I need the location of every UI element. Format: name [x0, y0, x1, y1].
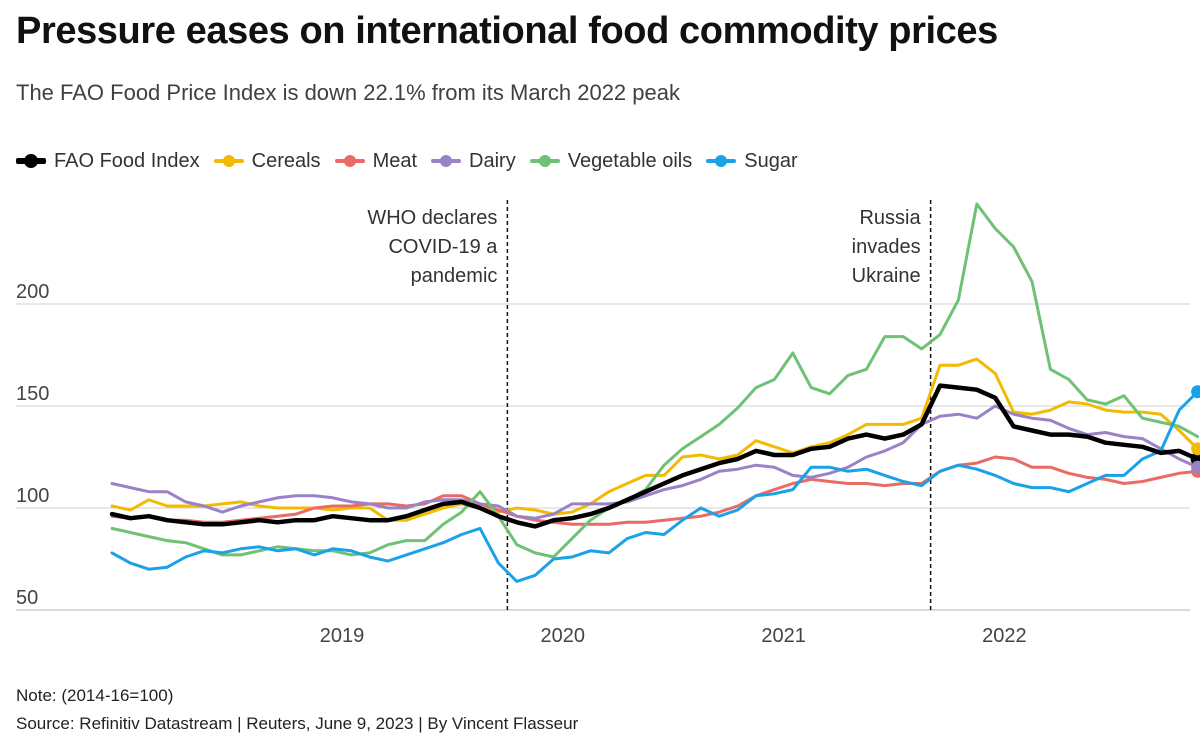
- legend-item-sugar: Sugar: [706, 149, 798, 173]
- annotation-label-line: Ukraine: [852, 265, 921, 287]
- legend-label-vegetable-oils: Vegetable oils: [567, 149, 693, 172]
- legend-swatch-fao-food-index: [16, 154, 46, 168]
- series-line-meat: [110, 455, 1200, 526]
- annotation-label-1: Russia invades Ukraine: [852, 207, 922, 287]
- legend-swatch-sugar: [706, 155, 737, 167]
- end-point-dairy: [1191, 460, 1200, 474]
- legend-label-meat: Meat: [372, 149, 418, 172]
- annotation-label-line: Russia: [859, 207, 921, 229]
- end-point-sugar: [1191, 385, 1200, 399]
- legend-item-vegetable-oils: Vegetable oils: [529, 149, 693, 173]
- y-tick-label-200: 200: [16, 281, 49, 303]
- y-tick-label-50: 50: [16, 587, 38, 609]
- annotation-label-line: pandemic: [411, 265, 498, 287]
- chart-title: Pressure eases on international food com…: [16, 10, 998, 52]
- series-line-fao-food-index: [109, 383, 1200, 529]
- x-tick-label-2021: 2021: [761, 625, 806, 647]
- annotation-label-line: COVID-19 a: [388, 236, 498, 258]
- x-tick-label-2022: 2022: [982, 625, 1027, 647]
- legend-item-meat: Meat: [334, 149, 418, 173]
- legend-swatch-vegetable-oils: [529, 155, 560, 167]
- legend-label-sugar: Sugar: [744, 149, 798, 172]
- annotation-label-line: WHO declares: [367, 207, 497, 229]
- legend: FAO Food Index Cereals Meat Dairy Vegetable …: [16, 146, 798, 176]
- legend-label-dairy: Dairy: [469, 149, 516, 172]
- chart-source: Source: Refinitiv Datastream | Reuters, …: [16, 714, 579, 733]
- legend-item-dairy: Dairy: [431, 150, 516, 173]
- series-line-sugar: [110, 390, 1200, 583]
- y-tick-label-150: 150: [16, 383, 49, 405]
- y-tick-label-100: 100: [16, 485, 49, 507]
- annotation-label-0: WHO declares COVID-19 a pandemic: [367, 207, 498, 287]
- line-chart: 5010015020020192020202120222023WHO decla…: [16, 200, 1200, 647]
- legend-swatch-dairy: [431, 155, 462, 167]
- end-point-cereals: [1191, 442, 1200, 456]
- legend-swatch-meat: [334, 155, 365, 167]
- legend-swatch-cereals: [213, 155, 244, 167]
- x-tick-label-2020: 2020: [541, 625, 586, 647]
- chart-subtitle: The FAO Food Price Index is down 22.1% f…: [16, 80, 680, 105]
- x-tick-label-2019: 2019: [320, 625, 365, 647]
- series-line-cereals: [110, 357, 1200, 522]
- series-line-dairy: [110, 404, 1200, 520]
- legend-item-cereals: Cereals: [213, 149, 321, 173]
- legend-item-fao-food-index: FAO Food Index: [16, 150, 200, 173]
- series-line-vegetable-oils: [110, 202, 1200, 559]
- chart-note: Note: (2014-16=100): [16, 686, 174, 705]
- legend-label-fao-food-index: FAO Food Index: [54, 149, 200, 172]
- legend-label-cereals: Cereals: [251, 149, 321, 172]
- annotation-label-line: invades: [852, 236, 921, 258]
